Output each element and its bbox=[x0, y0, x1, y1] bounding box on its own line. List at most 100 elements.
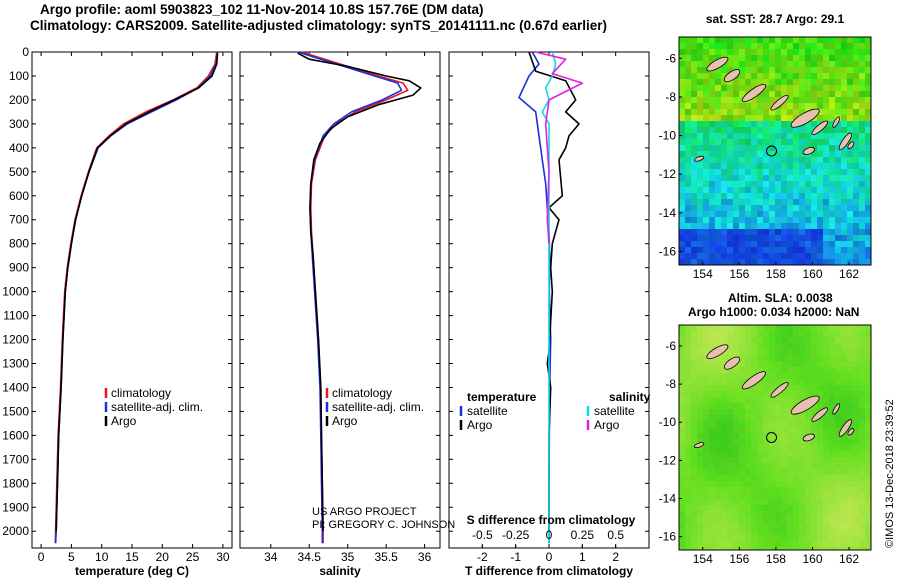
map-cell bbox=[853, 55, 859, 61]
map-cell bbox=[679, 181, 685, 187]
map-cell bbox=[823, 67, 829, 73]
map-cell bbox=[769, 505, 775, 511]
map-cell bbox=[841, 67, 847, 73]
map-cell bbox=[733, 205, 739, 211]
map-cell bbox=[865, 403, 871, 409]
map-cell bbox=[715, 505, 721, 511]
legend-label: Argo bbox=[332, 414, 358, 428]
map-cell bbox=[817, 493, 823, 499]
map-cell bbox=[751, 151, 757, 157]
map-cell bbox=[769, 43, 775, 49]
map-cell bbox=[853, 43, 859, 49]
map-cell bbox=[751, 331, 757, 337]
map-cell bbox=[751, 433, 757, 439]
map-cell bbox=[685, 163, 691, 169]
map-cell bbox=[793, 157, 799, 163]
map-cell bbox=[691, 457, 697, 463]
map-cell bbox=[763, 427, 769, 433]
map-cell bbox=[757, 79, 763, 85]
x-tick-label: 15 bbox=[125, 550, 139, 564]
map-cell bbox=[865, 349, 871, 355]
map-cell bbox=[679, 349, 685, 355]
map-cell bbox=[757, 217, 763, 223]
map-cell bbox=[835, 529, 841, 535]
map-cell bbox=[745, 373, 751, 379]
map-cell bbox=[745, 397, 751, 403]
map-cell bbox=[685, 499, 691, 505]
map-cell bbox=[775, 343, 781, 349]
map-cell bbox=[679, 217, 685, 223]
map-cell bbox=[775, 157, 781, 163]
map-cell bbox=[787, 439, 793, 445]
map-cell bbox=[817, 55, 823, 61]
map-cell bbox=[793, 457, 799, 463]
map-cell bbox=[697, 541, 703, 547]
map-cell bbox=[733, 517, 739, 523]
map-cell bbox=[697, 247, 703, 253]
map-cell bbox=[787, 193, 793, 199]
map-cell bbox=[829, 163, 835, 169]
map-cell bbox=[733, 523, 739, 529]
map-cell bbox=[697, 547, 703, 550]
map-cell bbox=[847, 43, 853, 49]
y-tick-label: 1900 bbox=[2, 500, 29, 514]
map-cell bbox=[793, 481, 799, 487]
map-cell bbox=[823, 481, 829, 487]
map-cell bbox=[769, 355, 775, 361]
map-cell bbox=[793, 379, 799, 385]
map-cell bbox=[835, 517, 841, 523]
map-cell bbox=[811, 391, 817, 397]
map-cell bbox=[823, 403, 829, 409]
map-cell bbox=[841, 193, 847, 199]
map-cell bbox=[709, 163, 715, 169]
map-cell bbox=[799, 481, 805, 487]
map-cell bbox=[793, 37, 799, 43]
map-cell bbox=[727, 511, 733, 517]
map-cell bbox=[781, 529, 787, 535]
map-cell bbox=[739, 337, 745, 343]
map-cell bbox=[745, 469, 751, 475]
island-shape bbox=[723, 356, 741, 370]
map-cell bbox=[841, 127, 847, 133]
map-cell bbox=[697, 457, 703, 463]
map-cell bbox=[769, 511, 775, 517]
map-cell bbox=[715, 421, 721, 427]
map-cell bbox=[733, 259, 739, 265]
map-cell bbox=[787, 457, 793, 463]
map-cell bbox=[715, 139, 721, 145]
map-cell bbox=[829, 469, 835, 475]
map-cell bbox=[829, 67, 835, 73]
map-cell bbox=[847, 55, 853, 61]
map-cell bbox=[757, 403, 763, 409]
map-cell bbox=[721, 367, 727, 373]
map-cell bbox=[739, 325, 745, 331]
map-cell bbox=[757, 103, 763, 109]
map-cell bbox=[841, 97, 847, 103]
map-cell bbox=[859, 163, 865, 169]
x-tick-label: 0 bbox=[38, 550, 45, 564]
map-cell bbox=[763, 349, 769, 355]
map-cell bbox=[793, 349, 799, 355]
map-cell bbox=[853, 391, 859, 397]
map-cell bbox=[691, 427, 697, 433]
map-cell bbox=[817, 343, 823, 349]
map-cell bbox=[841, 133, 847, 139]
map-cell bbox=[691, 241, 697, 247]
map-cell bbox=[739, 523, 745, 529]
map-cell bbox=[763, 61, 769, 67]
map-cell bbox=[835, 187, 841, 193]
map-cell bbox=[841, 73, 847, 79]
map-cell bbox=[757, 187, 763, 193]
map-cell bbox=[679, 361, 685, 367]
map-title-sst: sat. SST: 28.7 Argo: 29.1 bbox=[706, 12, 845, 26]
map-cell bbox=[853, 499, 859, 505]
map-cell bbox=[829, 181, 835, 187]
map-cell bbox=[697, 529, 703, 535]
map-cell bbox=[847, 487, 853, 493]
map-cell bbox=[757, 361, 763, 367]
map-cell bbox=[769, 73, 775, 79]
map-cell bbox=[751, 193, 757, 199]
map-cell bbox=[691, 103, 697, 109]
map-cell bbox=[775, 235, 781, 241]
map-cell bbox=[757, 397, 763, 403]
